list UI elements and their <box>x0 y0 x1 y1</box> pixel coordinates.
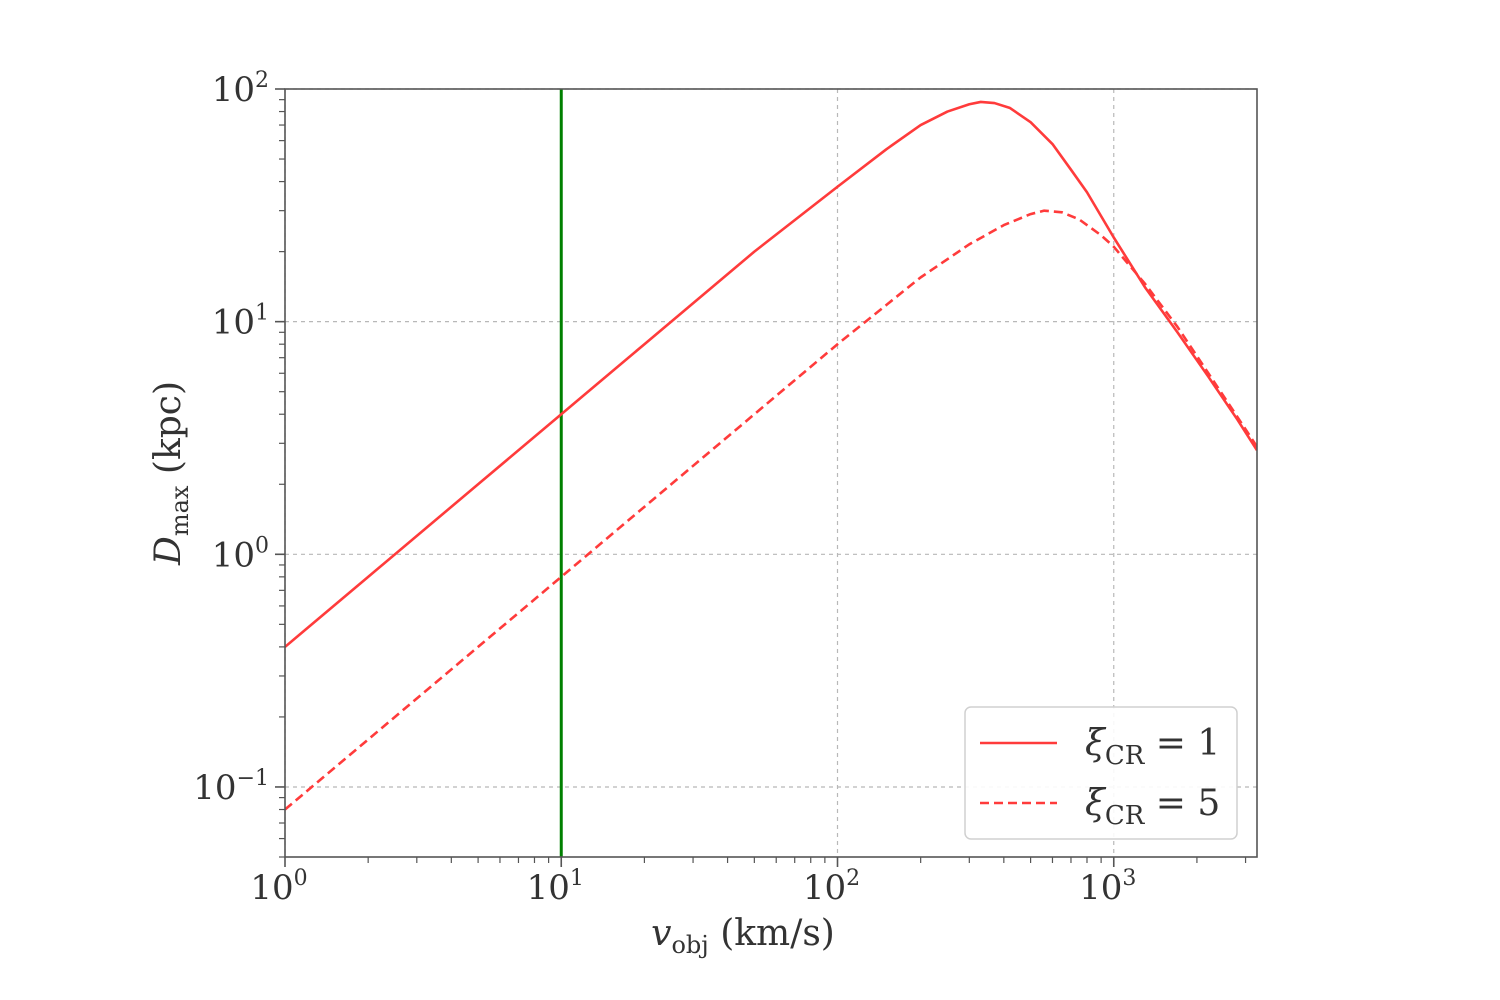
y-tick-label: 10−1 <box>193 766 269 808</box>
y-tick-label: 101 <box>212 301 269 343</box>
legend-label-2: ξCR = 5 <box>1085 783 1220 831</box>
series-line-2 <box>285 209 1257 811</box>
y-tick-label: 102 <box>212 68 269 110</box>
legend-label-1: ξCR = 1 <box>1085 723 1220 771</box>
series-line-1 <box>285 100 1257 648</box>
axes-frame <box>284 88 1258 858</box>
legend-box <box>964 706 1238 840</box>
x-tick-label: 100 <box>250 866 307 908</box>
x-axis-label: vobj (km/s) <box>651 913 835 959</box>
x-tick-label: 101 <box>527 866 584 908</box>
axis-ticks <box>275 88 1247 867</box>
x-tick-label: 102 <box>803 866 860 908</box>
y-axis-label: Dmax (kpc) <box>148 381 194 566</box>
plot-series <box>285 89 1257 857</box>
legend: ξCR = 1 ξCR = 5 <box>964 706 1238 840</box>
x-tick-label: 103 <box>1079 866 1136 908</box>
y-tick-label: 100 <box>212 533 269 575</box>
axis-labels: 100 101 102 103 10−1 100 101 102 vobj (km/s) Dmax… <box>148 68 1136 959</box>
